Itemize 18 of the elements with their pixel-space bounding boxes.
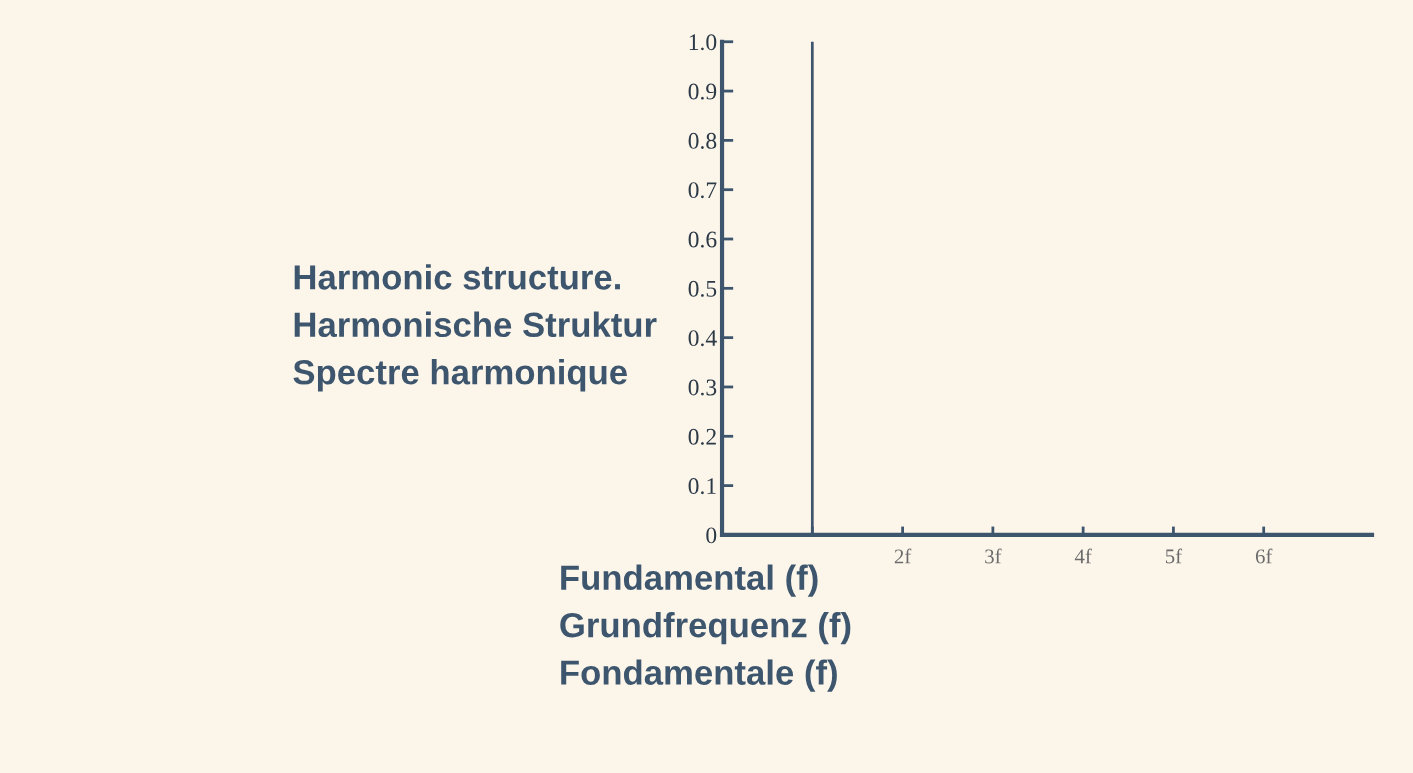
y-axis-title: Harmonic structure. Harmonische Struktur Spectre harmonique xyxy=(293,264,657,392)
y-tick-label: 1.0 xyxy=(689,34,717,51)
y-tick-label: 0.4 xyxy=(688,330,717,347)
x-tick-label: 3f xyxy=(985,548,1002,564)
y-tick-label: 0.9 xyxy=(688,83,717,100)
y-tick-label: 0.7 xyxy=(688,182,717,199)
y-tick-label: 0.1 xyxy=(688,478,716,495)
y-tick-label: 0.5 xyxy=(688,280,717,297)
x-tick-label: 6f xyxy=(1255,548,1273,564)
x-tick-label: 2f xyxy=(894,548,912,564)
y-tick-label: 0 xyxy=(706,527,717,544)
y-tick-label: 0.6 xyxy=(688,231,717,248)
y-tick-label: 0.8 xyxy=(688,132,717,149)
y-tick-label: 0.2 xyxy=(688,428,716,445)
x-tick-label: 4f xyxy=(1074,548,1092,564)
y-tick-label: 0.3 xyxy=(688,379,717,396)
x-tick-label: 5f xyxy=(1165,548,1183,564)
x-axis-title: Fundamental (f) Grundfrequenz (f) Fondamentale (f) xyxy=(560,564,851,692)
